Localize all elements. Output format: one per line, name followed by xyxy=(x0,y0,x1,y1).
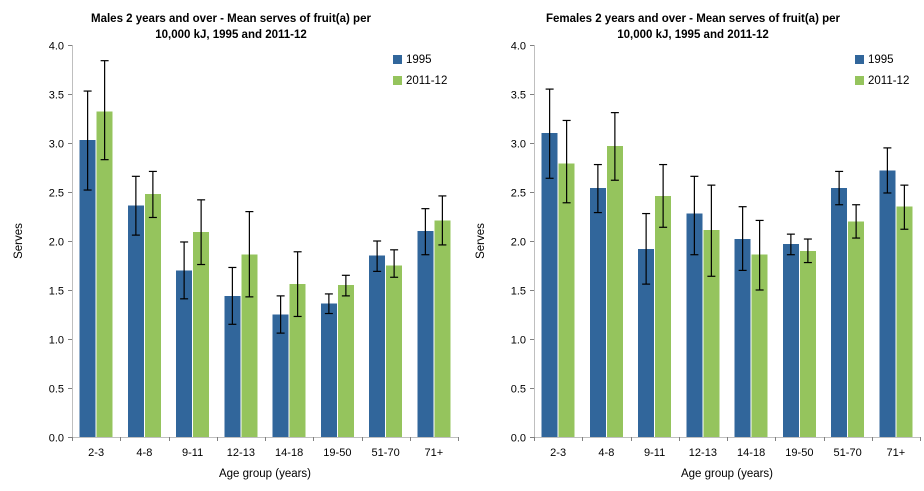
bar-1995-71+ xyxy=(879,170,896,437)
bar-1995-12-13 xyxy=(224,295,241,437)
bar-1995-14-18 xyxy=(272,314,289,437)
chart-title-line2: 10,000 kJ, 1995 and 2011-12 xyxy=(155,28,307,41)
legend-males: 1995 2011-12 xyxy=(393,53,447,95)
bar-1995-71+ xyxy=(417,231,434,437)
bar-2011-12-19-50 xyxy=(337,285,354,437)
bar-2011-12-4-8 xyxy=(606,145,623,437)
bar-1995-19-50 xyxy=(320,303,337,437)
x-category-label: 51-70 xyxy=(372,447,400,459)
y-tick-label: 0.0 xyxy=(511,433,526,445)
y-tick-label: 4.0 xyxy=(49,41,64,53)
x-category-label: 4-8 xyxy=(598,447,614,459)
y-tick-label: 4.0 xyxy=(511,41,526,53)
chart-title-line2: 10,000 kJ, 1995 and 2011-12 xyxy=(617,28,769,41)
chart-title-line1: Males 2 years and over - Mean serves of … xyxy=(91,13,371,25)
x-category-label: 12-13 xyxy=(689,447,717,459)
y-tick-label: 0.0 xyxy=(49,433,64,445)
y-tick-label: 3.0 xyxy=(511,139,526,151)
y-tick-label: 0.5 xyxy=(511,384,526,396)
y-axis-title: Serves xyxy=(475,223,487,259)
bar-2011-12-12-13 xyxy=(703,230,720,437)
bar-1995-2-3 xyxy=(79,140,96,437)
legend-label-1995: 1995 xyxy=(868,53,894,66)
y-tick-label: 1.0 xyxy=(511,335,526,347)
bar-1995-12-13 xyxy=(686,213,703,437)
chart-title-males: Males 2 years and over - Mean serves of … xyxy=(0,12,462,43)
bar-2011-12-71+ xyxy=(896,206,913,437)
bar-1995-4-8 xyxy=(127,205,144,437)
bar-1995-51-70 xyxy=(831,188,848,437)
legend-item-1995: 1995 xyxy=(855,53,909,66)
bar-1995-9-11 xyxy=(176,270,193,437)
x-category-label: 51-70 xyxy=(834,447,862,459)
legend-label-2011-12: 2011-12 xyxy=(868,74,910,87)
legend-item-1995: 1995 xyxy=(393,53,447,66)
y-tick-label: 2.5 xyxy=(511,188,526,200)
y-tick-label: 2.0 xyxy=(511,237,526,249)
x-category-label: 71+ xyxy=(425,447,444,459)
legend-label-1995: 1995 xyxy=(406,53,432,66)
y-tick-label: 3.0 xyxy=(49,139,64,151)
x-category-label: 2-3 xyxy=(550,447,566,459)
chart-title-females: Females 2 years and over - Mean serves o… xyxy=(462,12,924,43)
x-axis-title: Age group (years) xyxy=(219,468,311,480)
y-axis-title: Serves xyxy=(13,223,25,259)
x-category-label: 14-18 xyxy=(275,447,303,459)
x-category-label: 19-50 xyxy=(323,447,351,459)
x-category-label: 9-11 xyxy=(644,447,665,459)
bar-2011-12-9-11 xyxy=(655,195,672,437)
x-category-label: 71+ xyxy=(887,447,906,459)
y-tick-label: 1.5 xyxy=(511,286,526,298)
legend-item-2011-12: 2011-12 xyxy=(393,74,447,87)
legend-females: 1995 2011-12 xyxy=(855,53,909,95)
y-tick-label: 2.0 xyxy=(49,237,64,249)
bar-1995-14-18 xyxy=(734,239,751,437)
bar-2011-12-14-18 xyxy=(751,254,768,437)
bar-1995-51-70 xyxy=(369,255,386,437)
legend-swatch-2011-12 xyxy=(393,76,402,85)
legend-label-2011-12: 2011-12 xyxy=(406,74,448,87)
bar-2011-12-51-70 xyxy=(848,221,865,437)
chart-females: Females 2 years and over - Mean serves o… xyxy=(462,0,924,491)
y-tick-label: 0.5 xyxy=(49,384,64,396)
legend-swatch-1995 xyxy=(393,55,402,64)
chart-title-line1: Females 2 years and over - Mean serves o… xyxy=(545,13,840,25)
bar-2011-12-4-8 xyxy=(144,193,161,437)
bar-2011-12-14-18 xyxy=(289,284,306,437)
bar-1995-4-8 xyxy=(589,188,606,437)
bar-1995-19-50 xyxy=(782,243,799,437)
y-tick-label: 3.5 xyxy=(511,90,526,102)
bar-2011-12-19-50 xyxy=(799,250,816,437)
x-category-label: 14-18 xyxy=(737,447,765,459)
bar-2011-12-9-11 xyxy=(193,232,210,437)
bar-1995-9-11 xyxy=(638,248,655,437)
x-axis-title: Age group (years) xyxy=(681,468,773,480)
bar-2011-12-12-13 xyxy=(241,254,258,437)
bar-2011-12-71+ xyxy=(434,220,451,437)
x-category-label: 12-13 xyxy=(227,447,255,459)
chart-males: Males 2 years and over - Mean serves of … xyxy=(0,12,462,480)
bar-2011-12-51-70 xyxy=(386,265,403,437)
males-plot-area: 0.0 0.5 1.0 1.5 2.0 2.5 3.0 3.5 4.0 2-3 4-8 9-11 12-… xyxy=(13,41,459,480)
y-tick-label: 2.5 xyxy=(49,188,64,200)
legend-item-2011-12: 2011-12 xyxy=(855,74,909,87)
y-tick-label: 1.0 xyxy=(49,335,64,347)
females-plot-area: 0.0 0.5 1.0 1.5 2.0 2.5 3.0 3.5 4.0 2-3 4-8 9-11 12-… xyxy=(475,41,921,480)
legend-swatch-2011-12 xyxy=(855,76,864,85)
bar-2011-12-2-3 xyxy=(558,163,575,437)
x-category-label: 9-11 xyxy=(182,447,203,459)
x-category-label: 2-3 xyxy=(88,447,104,459)
legend-swatch-1995 xyxy=(855,55,864,64)
bar-2011-12-2-3 xyxy=(96,111,113,437)
y-tick-label: 3.5 xyxy=(49,90,64,102)
y-tick-label: 1.5 xyxy=(49,286,64,298)
x-category-label: 19-50 xyxy=(785,447,813,459)
x-category-label: 4-8 xyxy=(136,447,152,459)
bar-1995-2-3 xyxy=(541,133,558,437)
